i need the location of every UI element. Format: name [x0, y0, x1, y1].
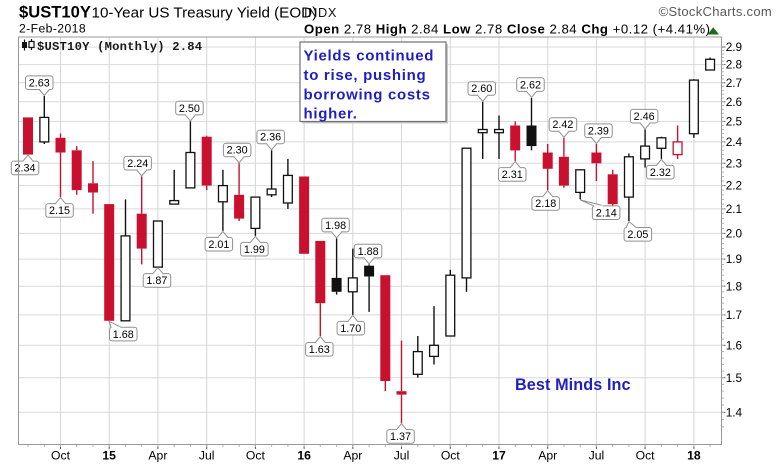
- svg-text:1.5: 1.5: [726, 371, 743, 385]
- svg-text:2.46: 2.46: [634, 111, 655, 123]
- svg-text:1.68: 1.68: [113, 329, 134, 341]
- svg-text:Oct: Oct: [441, 449, 461, 463]
- svg-text:2.6: 2.6: [726, 95, 743, 109]
- svg-text:2-Feb-2018: 2-Feb-2018: [19, 22, 86, 36]
- svg-text:2.18: 2.18: [535, 198, 556, 210]
- svg-text:Jul: Jul: [394, 449, 410, 463]
- svg-text:2.62: 2.62: [520, 79, 541, 91]
- svg-text:borrowing costs: borrowing costs: [304, 86, 431, 103]
- svg-text:2.34: 2.34: [14, 163, 35, 175]
- svg-text:2.60: 2.60: [471, 83, 492, 95]
- svg-text:2.50: 2.50: [179, 103, 200, 115]
- svg-text:Yields continued: Yields continued: [304, 48, 435, 65]
- svg-text:1.98: 1.98: [325, 220, 346, 232]
- svg-text:Apr: Apr: [538, 449, 557, 463]
- svg-text:2.5: 2.5: [726, 115, 743, 129]
- svg-text:1.63: 1.63: [309, 344, 330, 356]
- svg-text:higher.: higher.: [304, 106, 358, 123]
- svg-text:1.88: 1.88: [358, 246, 379, 258]
- svg-text:2.9: 2.9: [726, 40, 742, 54]
- svg-text:15: 15: [102, 449, 116, 463]
- svg-text:1.9: 1.9: [726, 252, 742, 266]
- svg-text:Jul: Jul: [589, 449, 605, 463]
- svg-text:1.8: 1.8: [726, 279, 743, 293]
- svg-text:2.39: 2.39: [588, 125, 609, 137]
- svg-text:2.14: 2.14: [596, 207, 617, 219]
- svg-text:2.01: 2.01: [208, 239, 229, 251]
- svg-text:16: 16: [297, 449, 311, 463]
- svg-text:Apr: Apr: [343, 449, 362, 463]
- svg-text:1.7: 1.7: [726, 308, 742, 322]
- svg-text:Jul: Jul: [199, 449, 215, 463]
- svg-text:2.31: 2.31: [502, 169, 523, 181]
- svg-text:2.30: 2.30: [227, 145, 248, 157]
- svg-text:2.15: 2.15: [49, 205, 70, 217]
- svg-text:Oct: Oct: [246, 449, 266, 463]
- svg-text:2.1: 2.1: [726, 202, 742, 216]
- svg-text:2.8: 2.8: [726, 58, 743, 72]
- svg-text:2.32: 2.32: [650, 167, 671, 179]
- svg-text:10-Year US Treasury Yield (EOD: 10-Year US Treasury Yield (EOD): [92, 5, 318, 22]
- svg-text:2.4: 2.4: [726, 135, 743, 149]
- svg-text:INDX: INDX: [304, 5, 337, 20]
- svg-text:17: 17: [492, 449, 506, 463]
- svg-text:$UST10Y: $UST10Y: [19, 3, 91, 22]
- svg-text:1.4: 1.4: [726, 405, 743, 419]
- svg-text:Oct: Oct: [51, 449, 71, 463]
- svg-text:2.63: 2.63: [29, 77, 50, 89]
- svg-text:$UST10Y (Monthly) 2.84: $UST10Y (Monthly) 2.84: [37, 40, 202, 54]
- svg-text:Open 2.78 High 2.84 Low 2.78: Open 2.78 High 2.84 Low 2.78 Close 2.84 …: [304, 22, 711, 37]
- svg-text:18: 18: [687, 449, 701, 463]
- svg-text:2.7: 2.7: [726, 76, 742, 90]
- svg-text:Oct: Oct: [636, 449, 656, 463]
- svg-text:1.87: 1.87: [146, 275, 167, 287]
- svg-text:©StockCharts.com: ©StockCharts.com: [659, 4, 772, 19]
- svg-text:2.3: 2.3: [726, 156, 743, 170]
- svg-text:Apr: Apr: [148, 449, 167, 463]
- svg-text:2.05: 2.05: [627, 229, 648, 241]
- svg-text:1.70: 1.70: [340, 323, 361, 335]
- svg-text:2.2: 2.2: [726, 179, 742, 193]
- svg-text:2.36: 2.36: [260, 132, 281, 144]
- svg-text:2.24: 2.24: [127, 158, 148, 170]
- svg-text:Best Minds Inc: Best Minds Inc: [515, 376, 631, 394]
- svg-text:2.0: 2.0: [726, 227, 743, 241]
- svg-text:2.42: 2.42: [552, 119, 573, 131]
- svg-text:1.99: 1.99: [244, 244, 265, 256]
- svg-text:1.37: 1.37: [390, 431, 411, 443]
- svg-text:1.6: 1.6: [726, 338, 743, 352]
- svg-text:to rise, pushing: to rise, pushing: [304, 67, 427, 84]
